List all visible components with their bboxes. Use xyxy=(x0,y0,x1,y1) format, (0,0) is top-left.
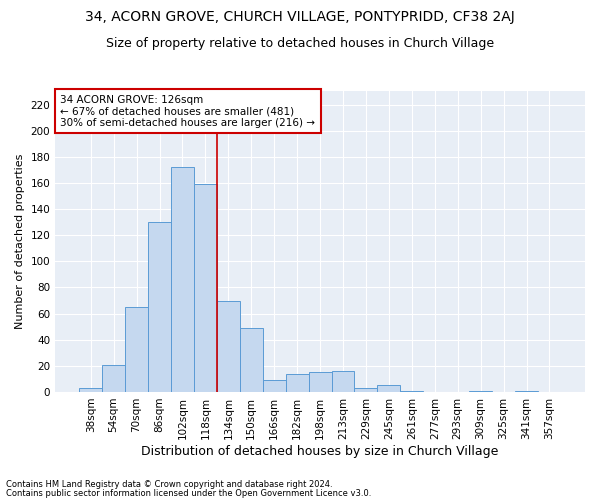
Bar xyxy=(515,390,538,392)
Bar xyxy=(286,374,308,392)
Bar xyxy=(355,388,377,392)
Bar xyxy=(240,328,263,392)
Bar xyxy=(377,386,400,392)
Text: 34 ACORN GROVE: 126sqm
← 67% of detached houses are smaller (481)
30% of semi-de: 34 ACORN GROVE: 126sqm ← 67% of detached… xyxy=(61,94,316,128)
Bar xyxy=(263,380,286,392)
Bar xyxy=(148,222,171,392)
Y-axis label: Number of detached properties: Number of detached properties xyxy=(15,154,25,330)
Text: Contains public sector information licensed under the Open Government Licence v3: Contains public sector information licen… xyxy=(6,488,371,498)
X-axis label: Distribution of detached houses by size in Church Village: Distribution of detached houses by size … xyxy=(142,444,499,458)
Bar xyxy=(102,364,125,392)
Text: Contains HM Land Registry data © Crown copyright and database right 2024.: Contains HM Land Registry data © Crown c… xyxy=(6,480,332,489)
Bar xyxy=(125,307,148,392)
Bar xyxy=(194,184,217,392)
Bar xyxy=(217,300,240,392)
Bar xyxy=(469,390,492,392)
Bar xyxy=(79,388,102,392)
Text: 34, ACORN GROVE, CHURCH VILLAGE, PONTYPRIDD, CF38 2AJ: 34, ACORN GROVE, CHURCH VILLAGE, PONTYPR… xyxy=(85,10,515,24)
Bar xyxy=(308,372,332,392)
Bar xyxy=(171,168,194,392)
Text: Size of property relative to detached houses in Church Village: Size of property relative to detached ho… xyxy=(106,36,494,50)
Bar xyxy=(400,390,423,392)
Bar xyxy=(332,371,355,392)
